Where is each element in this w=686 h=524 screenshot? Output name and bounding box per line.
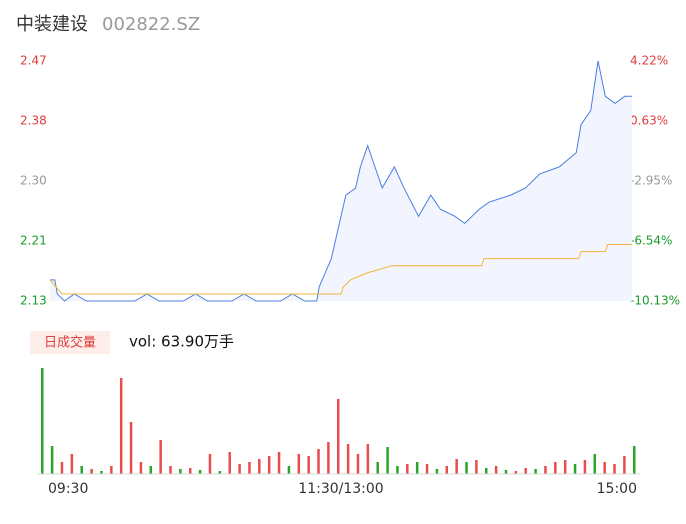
volume-bar bbox=[524, 468, 527, 474]
y2-tick-label: -10.13% bbox=[630, 294, 680, 308]
x-tick-label: 09:30 bbox=[48, 481, 88, 497]
volume-bar bbox=[80, 466, 83, 474]
volume-bar bbox=[514, 471, 518, 474]
y-tick-label: 2.38 bbox=[20, 114, 47, 128]
volume-bar bbox=[475, 460, 478, 474]
volume-bar bbox=[534, 469, 537, 474]
volume-bar bbox=[425, 464, 429, 474]
chart-subtitle: 002822.SZ bbox=[102, 14, 200, 35]
volume-bar bbox=[119, 378, 123, 474]
volume-bar bbox=[100, 471, 103, 474]
volume-label: vol: 63.90万手 bbox=[129, 333, 234, 351]
volume-bar bbox=[337, 399, 340, 474]
volume-bar bbox=[435, 469, 439, 474]
volume-bar bbox=[169, 466, 172, 474]
volume-bar bbox=[110, 466, 113, 474]
volume-bar bbox=[396, 466, 399, 474]
volume-bar bbox=[287, 466, 291, 474]
volume-bar bbox=[198, 470, 202, 474]
chart-title: 中装建设 bbox=[16, 14, 88, 35]
y-tick-label: 2.21 bbox=[20, 234, 47, 248]
volume-bar bbox=[573, 464, 577, 474]
volume-bar bbox=[376, 462, 379, 474]
volume-bar bbox=[485, 468, 488, 474]
volume-bar bbox=[504, 470, 508, 474]
volume-bar bbox=[41, 368, 44, 474]
volume-bar bbox=[228, 452, 231, 474]
volume-bar bbox=[90, 469, 93, 474]
price-line bbox=[50, 60, 632, 302]
volume-bar bbox=[149, 466, 153, 474]
volume-bar bbox=[277, 452, 281, 474]
y2-tick-label: 4.22% bbox=[630, 54, 668, 68]
volume-bar bbox=[70, 454, 74, 474]
volume-bar bbox=[258, 459, 261, 474]
volume-bar bbox=[415, 462, 419, 474]
y2-tick-label: 0.63% bbox=[630, 114, 668, 128]
volume-badge-bg bbox=[30, 331, 110, 354]
volume-bar bbox=[179, 469, 182, 474]
volume-bar bbox=[583, 460, 587, 474]
volume-bar bbox=[267, 456, 271, 474]
volume-bar bbox=[465, 462, 468, 474]
volume-bar bbox=[366, 444, 370, 474]
volume-bar bbox=[159, 440, 162, 474]
volume-bar bbox=[327, 442, 330, 474]
volume-bar bbox=[633, 446, 636, 474]
volume-bar bbox=[623, 456, 626, 474]
y-tick-label: 2.47 bbox=[20, 54, 47, 68]
y-tick-label: 2.30 bbox=[20, 174, 47, 188]
volume-bar bbox=[593, 454, 597, 474]
volume-bar bbox=[297, 454, 301, 474]
volume-bar bbox=[356, 454, 360, 474]
volume-bar bbox=[613, 464, 616, 474]
volume-bar bbox=[603, 462, 606, 474]
volume-bar bbox=[238, 464, 241, 474]
volume-bar bbox=[139, 462, 143, 474]
volume-bar bbox=[386, 447, 389, 474]
y2-tick-label: -2.95% bbox=[630, 173, 672, 187]
x-tick-label: 11:30/13:00 bbox=[298, 481, 383, 497]
volume-bar bbox=[563, 460, 567, 474]
x-tick-label: 15:00 bbox=[597, 481, 637, 497]
volume-bar bbox=[189, 468, 192, 474]
y-tick-label: 2.13 bbox=[20, 294, 47, 308]
volume-bar bbox=[60, 462, 64, 474]
volume-bar bbox=[248, 462, 251, 474]
volume-bar bbox=[307, 456, 310, 474]
volume-badge: 日成交量 bbox=[44, 335, 96, 351]
volume-bar bbox=[346, 444, 350, 474]
volume-bar bbox=[554, 462, 557, 474]
volume-bar bbox=[445, 466, 449, 474]
volume-bar bbox=[406, 464, 409, 474]
volume-bar bbox=[455, 459, 458, 474]
y2-tick-label: -6.54% bbox=[630, 233, 672, 247]
volume-bar bbox=[317, 449, 320, 474]
volume-bar bbox=[494, 466, 498, 474]
volume-bar bbox=[50, 446, 54, 474]
volume-bar bbox=[218, 471, 222, 474]
volume-bar bbox=[129, 422, 133, 474]
volume-bar bbox=[208, 454, 212, 474]
average-line bbox=[49, 244, 632, 295]
volume-bar bbox=[544, 466, 547, 474]
price-area bbox=[50, 61, 632, 301]
